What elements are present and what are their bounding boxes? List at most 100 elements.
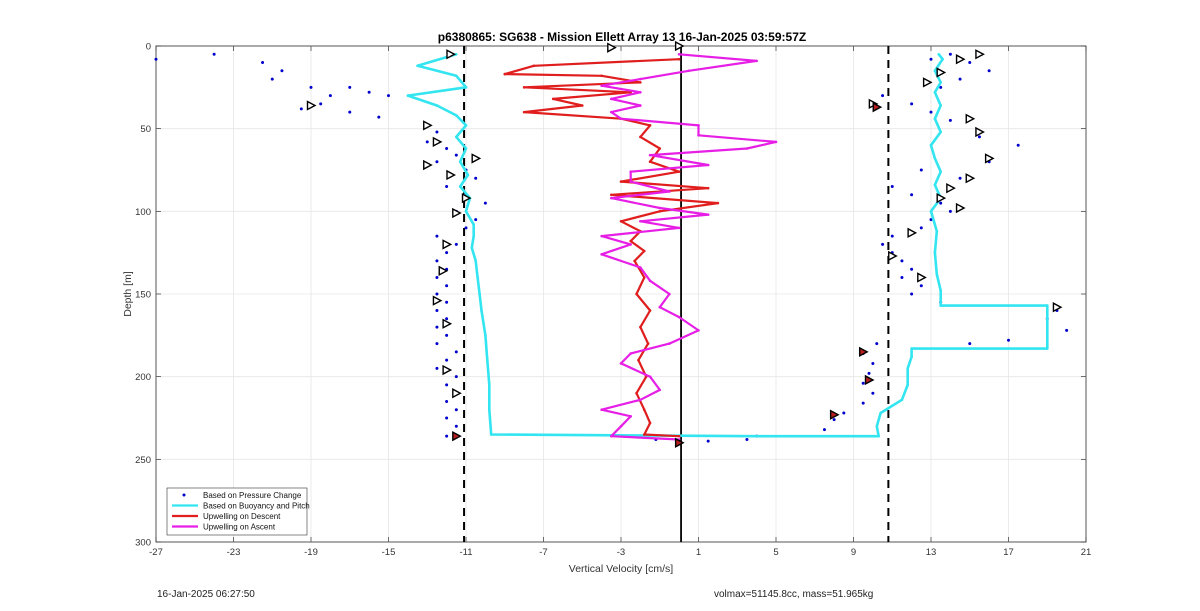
upwelling-descent-point [522, 110, 526, 114]
pressure-change-point [445, 147, 449, 151]
x-tick-label: -3 [617, 547, 625, 558]
pressure-change-point [890, 185, 894, 189]
buoyancy-pitch-point [455, 52, 458, 56]
open-triangle-marker [452, 207, 462, 219]
buoyancy-pitch-point [406, 94, 410, 97]
filled-triangle-marker [674, 437, 685, 448]
pressure-change-point [968, 342, 972, 346]
upwelling-ascent-point [677, 315, 681, 319]
upwelling-descent-point [646, 342, 650, 345]
legend-label: Upwelling on Descent [203, 512, 281, 521]
buoyancy-pitch-point [933, 90, 937, 94]
upwelling-descent-point [648, 421, 652, 425]
open-triangle-marker [461, 192, 472, 204]
pressure-change-point [435, 342, 439, 346]
pressure-change-point [435, 309, 439, 313]
upwelling-descent-point [639, 135, 642, 139]
pressure-change-point [445, 317, 449, 321]
pressure-change-point [377, 115, 381, 119]
legend: Based on Pressure Change Based on Buoyanc… [166, 487, 310, 536]
upwelling-ascent-point [629, 170, 632, 173]
upwelling-ascent-point [639, 104, 642, 107]
buoyancy-pitch-point [476, 276, 479, 279]
pressure-change-point [948, 118, 952, 122]
pressure-change-point [435, 275, 439, 279]
pressure-change-point [367, 90, 371, 94]
open-triangle-marker [936, 192, 947, 204]
open-triangle-marker [442, 239, 453, 250]
chart-title: p6380865: SG638 - Mission Ellett Array 1… [438, 30, 806, 44]
pressure-change-point [910, 102, 914, 106]
open-triangle-marker [1052, 302, 1063, 313]
legend-label: Based on Buoyancy and Pitch [203, 502, 310, 511]
buoyancy-pitch-point [906, 383, 910, 387]
open-triangle-marker [917, 272, 927, 283]
open-triangle-marker [442, 318, 453, 329]
upwelling-descent-point [580, 104, 584, 107]
buoyancy-pitch-point [933, 69, 937, 73]
open-triangle-marker [446, 49, 456, 60]
upwelling-ascent-point [610, 434, 613, 438]
y-tick-label: 200 [135, 372, 151, 383]
pressure-change-point [939, 201, 943, 205]
pressure-change-point [881, 94, 885, 98]
upwelling-ascent-point [677, 226, 681, 230]
pressure-change-point [875, 342, 879, 346]
pressure-change-point [474, 176, 478, 180]
upwelling-ascent-point [619, 362, 623, 365]
upwelling-descent-point [648, 160, 652, 164]
pressure-change-point [435, 292, 439, 296]
upwelling-descent-point [600, 74, 603, 78]
x-tick-label: -11 [459, 547, 472, 558]
buoyancy-pitch-point [877, 434, 880, 438]
pressure-change-point [270, 77, 274, 81]
upwelling-ascent-point [639, 266, 642, 269]
buoyancy-pitch-point [435, 104, 439, 107]
upwelling-descent-point [677, 170, 681, 173]
pressure-change-point [435, 325, 439, 329]
buoyancy-pitch-point [464, 210, 468, 213]
upwelling-descent-point [633, 259, 636, 263]
buoyancy-pitch-point [755, 434, 758, 438]
open-triangle-marker [888, 250, 898, 262]
pressure-change-point [435, 234, 439, 238]
upwelling-ascent-point [755, 59, 758, 63]
buoyancy-pitch-point [937, 52, 941, 56]
filled-triangle-marker [452, 431, 462, 442]
pressure-change-point [919, 226, 923, 230]
pressure-change-point [745, 437, 749, 441]
open-triangle-marker [607, 42, 617, 53]
open-triangle-marker [922, 77, 933, 88]
open-triangle-marker [674, 40, 685, 52]
upwelling-ascent-point [648, 279, 652, 283]
pressure-change-point [454, 408, 458, 412]
upwelling-descent-point [619, 180, 623, 183]
upwelling-descent-point [610, 193, 613, 197]
buoyancy-pitch-point [455, 135, 458, 139]
pressure-change-point [445, 251, 449, 255]
legend-label: Upwelling on Ascent [203, 523, 276, 532]
upwelling-descent-point [532, 64, 536, 68]
buoyancy-pitch-point [464, 147, 468, 150]
pressure-change-point [445, 434, 449, 438]
x-tick-label: -27 [149, 547, 163, 558]
buoyancy-pitch-point [487, 383, 491, 387]
footer-stats: volmax=51145.8cc, mass=51.965kg [714, 589, 874, 600]
legend-label: Based on Pressure Change [203, 491, 302, 500]
buoyancy-pitch-point [487, 408, 491, 412]
pressure-change-point [871, 391, 875, 395]
buoyancy-pitch-point [929, 210, 933, 213]
upwelling-ascent-point [677, 52, 681, 56]
upwelling-ascent-point [658, 206, 662, 210]
upwelling-descent-point [635, 391, 638, 395]
upwelling-ascent-point [600, 84, 603, 87]
y-axis-label: Depth [m] [122, 271, 134, 317]
buoyancy-pitch-point [472, 223, 476, 226]
upwelling-descent-point [522, 86, 526, 89]
upwelling-ascent-point [658, 388, 662, 392]
upwelling-ascent-point [648, 153, 652, 157]
pressure-change-point [822, 428, 826, 432]
pressure-change-point [435, 366, 439, 370]
pressure-change-point [929, 57, 933, 61]
upwelling-ascent-point [639, 90, 642, 94]
